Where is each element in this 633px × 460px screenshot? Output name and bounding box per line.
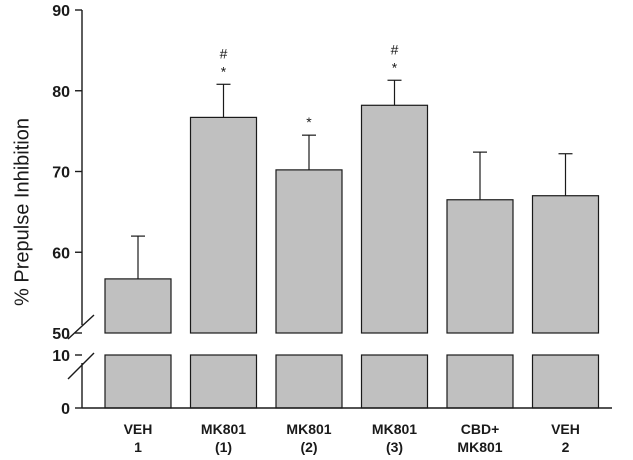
significance-star-3: * [306,114,312,130]
category-label-5-line2: MK801 [457,439,502,455]
category-label-2-line1: MK801 [201,421,246,437]
labels-group: VEH 1 MK801 (1) MK801 (2) MK801 (3) CBD+ MK801 VEH… [52,3,580,455]
bar-upper-2 [189,116,258,334]
bar-lower-2 [189,354,258,409]
category-label-3-line1: MK801 [286,421,331,437]
significance-star-4: * [392,59,398,75]
significance-star-2: * [221,63,227,79]
category-label-6-line2: 2 [562,439,570,455]
bar-upper-3 [275,169,343,334]
axes-group [67,9,612,409]
category-label-1-line2: 1 [134,439,142,455]
category-label-2-line2: (1) [215,439,232,455]
category-label-3-line2: (2) [300,439,317,455]
bar-lower-1 [104,354,172,409]
category-label-5-line1: CBD+ [461,421,500,437]
annotations-group: * # * * # [220,41,399,130]
y-tick-label-lower-10: 10 [52,348,70,365]
bar-lower-6 [531,354,600,409]
category-label-1-line1: VEH [124,421,153,437]
y-tick-label-lower-0: 0 [61,401,70,418]
y-tick-label-70: 70 [52,165,70,182]
category-label-4-line1: MK801 [372,421,417,437]
bar-upper-6 [531,195,600,334]
y-tick-label-60: 60 [52,245,70,262]
bars-group [104,104,600,409]
axis-break-mark-lower [67,352,95,380]
y-tick-label-80: 80 [52,84,70,101]
bar-upper-1 [104,278,172,334]
bar-upper-5 [446,199,514,334]
axis-break-mark-upper [67,314,95,340]
bar-upper-4 [360,104,429,334]
y-tick-label-90: 90 [52,3,70,20]
significance-hash-4: # [391,41,399,57]
category-label-4-line2: (3) [386,439,403,455]
y-tick-label-50: 50 [52,326,70,343]
bar-lower-5 [446,354,514,409]
y-axis-label: % Prepulse Inhibition [11,118,33,306]
category-label-6-line1: VEH [551,421,580,437]
significance-hash-2: # [220,45,228,61]
bar-lower-4 [360,354,429,409]
error-bars-group [131,79,573,279]
bar-lower-3 [275,354,343,409]
